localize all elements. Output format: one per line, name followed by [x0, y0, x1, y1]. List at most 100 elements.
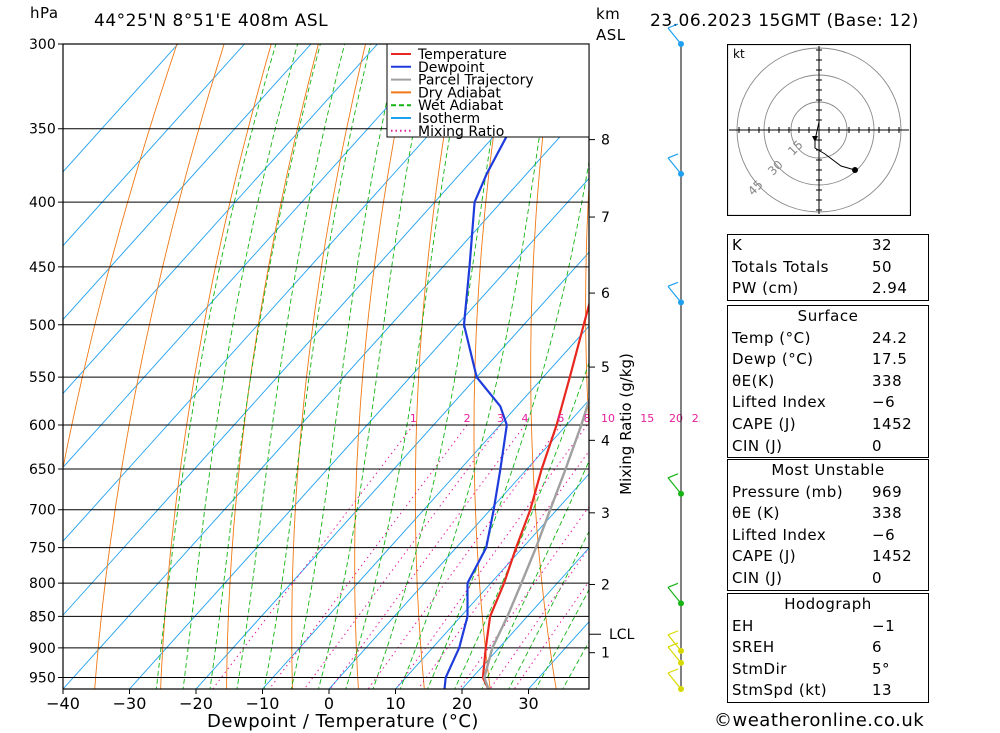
- mixing-ratio-label: 6: [557, 412, 564, 425]
- wet-adiabat-line: [182, 44, 299, 689]
- km-unit-label: km: [596, 5, 621, 23]
- pressure-tick-label: 900: [29, 641, 56, 657]
- wet-adiabat-line: [290, 44, 400, 689]
- isotherm-line: [328, 399, 589, 689]
- altitude-tick-label: 3: [601, 506, 610, 522]
- pressure-tick-label: 550: [29, 370, 56, 386]
- mixing-ratio-label: 3: [497, 412, 504, 425]
- index-label: Temp (°C): [732, 328, 811, 347]
- wind-profile-dot: [678, 647, 684, 654]
- altitude-tick-label: 5: [601, 360, 610, 376]
- wind-profile-dot: [678, 170, 684, 177]
- wind-profile-dot: [678, 659, 684, 666]
- altitude-tick-label: 6: [601, 286, 610, 302]
- mixing-ratio-line: [489, 547, 589, 689]
- pressure-tick-label: 400: [29, 195, 56, 211]
- index-label: Lifted Index: [732, 393, 827, 412]
- datetime-title: 23.06.2023 15GMT (Base: 12): [650, 11, 919, 31]
- index-row: EH −1: [728, 616, 928, 638]
- isotherm-line: [595, 44, 700, 689]
- legend-entry-label: Isotherm: [418, 111, 480, 127]
- general-indices-table: K 32 Totals Totals 50 PW (cm) 2.94: [727, 234, 929, 301]
- plot-frame: [62, 43, 590, 690]
- index-label: θE (K): [732, 504, 780, 523]
- temperature-tick-label: 30: [518, 694, 538, 713]
- dry-adiabat-line: [63, 44, 178, 471]
- temperature-tick-label: −10: [246, 694, 280, 713]
- index-row: StmDir 5°: [728, 659, 928, 681]
- index-row: θE (K) 338: [728, 503, 928, 525]
- wind-barb-flag: [667, 153, 679, 159]
- index-value: 5°: [872, 659, 891, 678]
- index-value: 50: [872, 257, 893, 276]
- mixing-ratio-line: [303, 424, 501, 689]
- isotherm-line: [63, 103, 589, 689]
- pressure-tick-label: 800: [29, 576, 56, 592]
- index-value: −1: [872, 616, 896, 635]
- legend-entry-label: Temperature: [417, 47, 507, 63]
- index-row: Totals Totals 50: [728, 257, 928, 279]
- pressure-tick-label: 950: [29, 671, 56, 687]
- legend-box: [386, 43, 590, 138]
- mixing-ratio-label: 8: [584, 412, 591, 425]
- index-value: 1452: [872, 547, 913, 566]
- legend-entry-label: Wet Adiabat: [418, 98, 504, 114]
- wet-adiabat-line: [236, 44, 346, 689]
- wet-adiabat-line: [345, 44, 467, 689]
- hodograph-end-dot: [852, 167, 858, 173]
- wind-barb: [667, 586, 682, 604]
- index-label: Lifted Index: [732, 525, 827, 544]
- mixing-ratio-label: 15: [640, 412, 654, 425]
- mixing-ratio-label: 25: [692, 412, 700, 425]
- wind-barb-flag: [667, 630, 679, 636]
- dry-adiabat-line: [691, 44, 701, 689]
- legend-entry-label: Mixing Ratio: [418, 124, 504, 140]
- x-axis-title: Dewpoint / Temperature (°C): [207, 711, 479, 732]
- index-value: 13: [872, 681, 893, 700]
- wind-profile-dot: [678, 299, 684, 306]
- index-label: Totals Totals: [732, 257, 829, 276]
- wet-adiabat-line: [399, 44, 555, 689]
- wet-adiabat-line: [508, 530, 589, 689]
- dry-adiabat-line: [291, 44, 366, 689]
- pressure-tick-label: 650: [29, 462, 56, 478]
- index-value: 32: [872, 236, 893, 254]
- wind-barb: [667, 477, 682, 495]
- wind-profile-dot: [678, 490, 684, 497]
- most-unstable-title: Most Unstable: [771, 461, 885, 479]
- legend-entry-label: Parcel Trajectory: [418, 73, 534, 89]
- mixing-ratio-label: 4: [521, 412, 528, 425]
- index-label: SREH: [732, 638, 775, 657]
- legend-entry-label: Dewpoint: [418, 60, 485, 76]
- dry-adiabat-line: [414, 44, 461, 689]
- wind-barb-flag: [667, 642, 679, 648]
- index-value: 2.94: [872, 279, 908, 298]
- pressure-tick-label: 350: [29, 122, 56, 138]
- index-row: Lifted Index −6: [728, 525, 928, 547]
- index-row: Pressure (mb) 969: [728, 482, 928, 504]
- index-value: 0: [872, 568, 883, 587]
- pressure-tick-label: 700: [29, 503, 56, 519]
- index-row: K 32: [728, 235, 928, 257]
- wet-adiabat-line: [427, 159, 589, 689]
- isotherm-line: [63, 44, 511, 542]
- pressure-tick-label: 300: [29, 37, 56, 53]
- index-value: −6: [872, 393, 896, 412]
- lcl-label: LCL: [609, 627, 635, 643]
- series-temperature-line: [481, 300, 589, 689]
- dry-adiabat-line: [354, 44, 414, 689]
- altitude-tick-label: 2: [601, 577, 610, 593]
- index-label: StmDir: [732, 659, 787, 678]
- isotherm-line: [63, 44, 578, 616]
- isotherm-line: [63, 44, 378, 395]
- isotherm-line: [395, 473, 589, 689]
- mixing-ratio-label: 1: [410, 412, 417, 425]
- index-label: StmSpd (kt): [732, 681, 828, 700]
- series-dewpoint-line: [443, 44, 539, 689]
- hodograph-title: Hodograph: [784, 595, 872, 613]
- wet-adiabat-line: [155, 44, 277, 689]
- pressure-tick-label: 450: [29, 260, 56, 276]
- index-value: 969: [872, 482, 903, 501]
- wet-adiabat-line: [263, 44, 372, 689]
- temperature-tick-label: −20: [179, 694, 213, 713]
